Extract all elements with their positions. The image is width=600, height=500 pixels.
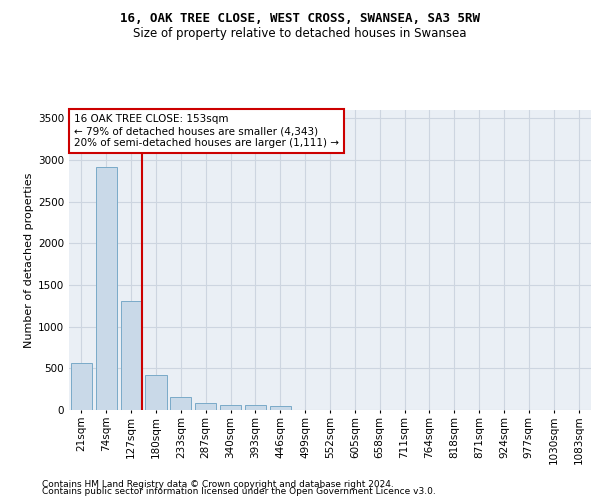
Text: Size of property relative to detached houses in Swansea: Size of property relative to detached ho… — [133, 28, 467, 40]
Bar — [195, 404, 216, 410]
Bar — [145, 376, 167, 410]
Bar — [245, 406, 266, 410]
Y-axis label: Number of detached properties: Number of detached properties — [24, 172, 34, 348]
Text: Contains public sector information licensed under the Open Government Licence v3: Contains public sector information licen… — [42, 488, 436, 496]
Text: 16, OAK TREE CLOSE, WEST CROSS, SWANSEA, SA3 5RW: 16, OAK TREE CLOSE, WEST CROSS, SWANSEA,… — [120, 12, 480, 26]
Bar — [220, 405, 241, 410]
Text: 16 OAK TREE CLOSE: 153sqm
← 79% of detached houses are smaller (4,343)
20% of se: 16 OAK TREE CLOSE: 153sqm ← 79% of detac… — [74, 114, 339, 148]
Text: Contains HM Land Registry data © Crown copyright and database right 2024.: Contains HM Land Registry data © Crown c… — [42, 480, 394, 489]
Bar — [96, 166, 117, 410]
Bar — [270, 406, 291, 410]
Bar — [121, 301, 142, 410]
Bar — [71, 362, 92, 410]
Bar — [170, 397, 191, 410]
